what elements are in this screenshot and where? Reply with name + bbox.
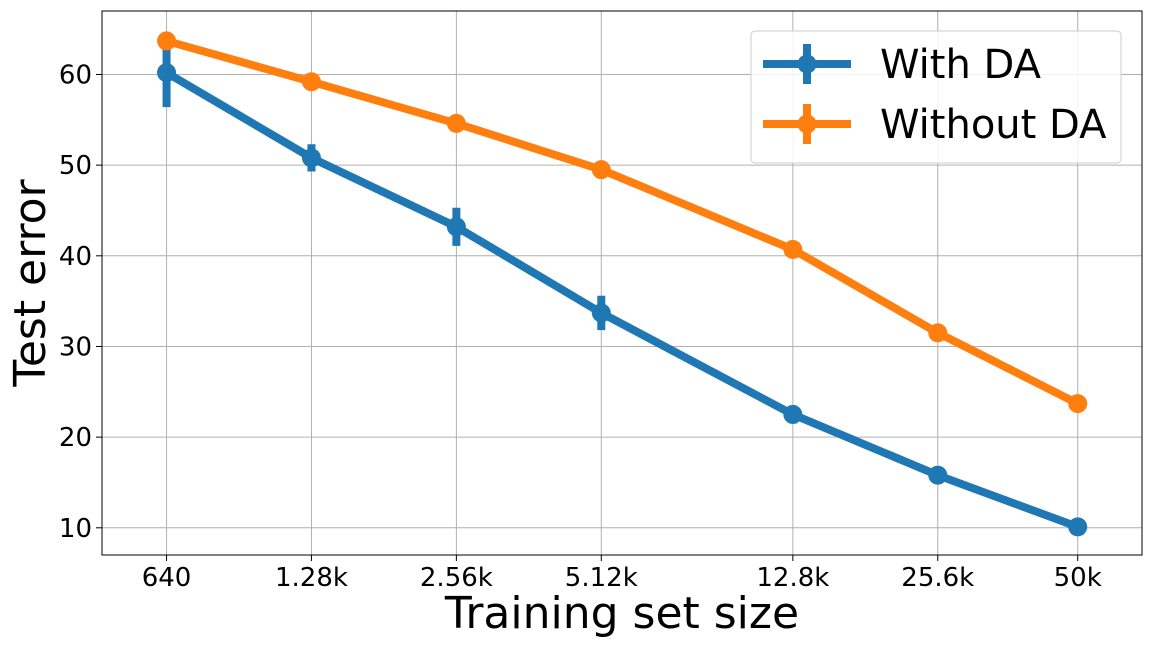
- x-tick-label: 2.56k: [420, 563, 493, 593]
- data-point: [446, 217, 466, 237]
- data-point: [301, 72, 321, 92]
- data-point: [928, 323, 948, 343]
- legend-item-without-da: Without DA: [763, 102, 1107, 148]
- y-tick-label: 50: [59, 151, 92, 181]
- y-tick-label: 20: [59, 423, 92, 453]
- data-point: [157, 31, 177, 51]
- axis-ticks: 640 1.28k 2.56k 5.12k 12.8k 25.6k 50k 10 20 30 40 5…: [59, 60, 1102, 593]
- data-point: [446, 113, 466, 133]
- legend-swatch-marker: [797, 54, 817, 74]
- legend-swatch-marker: [797, 114, 817, 134]
- data-point: [783, 239, 803, 259]
- x-tick-label: 25.6k: [901, 563, 974, 593]
- y-tick-label: 40: [59, 242, 92, 272]
- data-point: [591, 160, 611, 180]
- x-tick-label: 50k: [1054, 563, 1102, 593]
- x-tick-label: 5.12k: [565, 563, 638, 593]
- data-point: [301, 148, 321, 168]
- data-point: [591, 303, 611, 323]
- data-point: [157, 63, 177, 83]
- series-without-da: [157, 31, 1088, 414]
- y-tick-label: 30: [59, 332, 92, 362]
- data-point: [1068, 517, 1088, 537]
- y-axis-title: Test error: [5, 179, 56, 388]
- x-axis-title: Training set size: [444, 588, 799, 639]
- x-tick-label: 12.8k: [756, 563, 829, 593]
- plot-series: [157, 31, 1088, 537]
- legend-item-with-da: With DA: [763, 42, 1042, 88]
- data-point: [1068, 394, 1088, 414]
- legend-label: Without DA: [880, 102, 1107, 148]
- y-tick-label: 60: [59, 60, 92, 90]
- y-tick-label: 10: [59, 514, 92, 544]
- series-with-da: [157, 38, 1088, 537]
- data-point: [783, 404, 803, 424]
- x-tick-label: 1.28k: [275, 563, 348, 593]
- plot-frame: [101, 10, 1143, 556]
- x-tick-label: 640: [142, 563, 192, 593]
- legend: With DA Without DA: [750, 30, 1122, 164]
- legend-label: With DA: [880, 42, 1042, 88]
- data-point: [928, 465, 948, 485]
